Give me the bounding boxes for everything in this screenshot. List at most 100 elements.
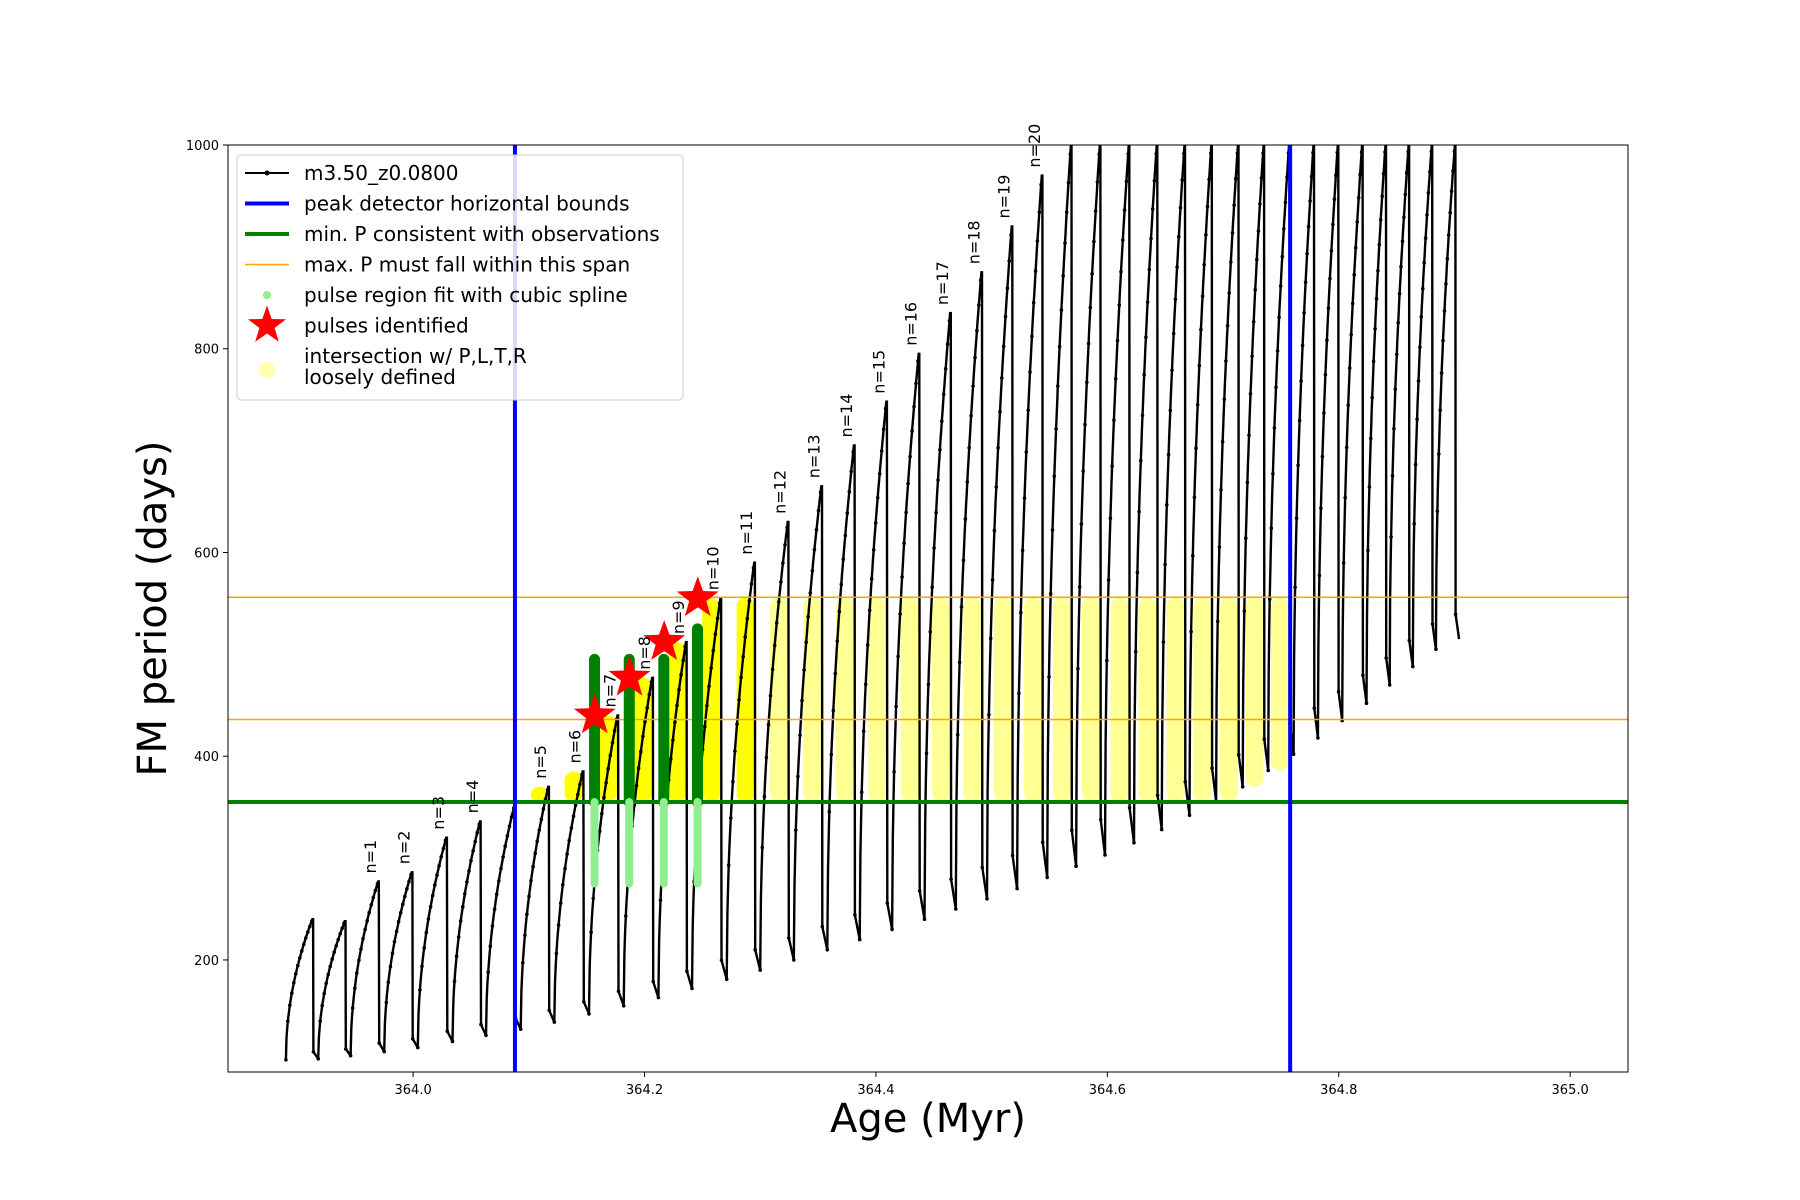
track-point bbox=[294, 971, 298, 976]
track-point bbox=[978, 278, 983, 283]
track-point bbox=[643, 719, 647, 724]
track-point bbox=[316, 1057, 321, 1061]
track-point bbox=[1155, 793, 1160, 798]
track-point bbox=[1092, 239, 1096, 244]
track-point bbox=[949, 877, 953, 881]
track-point bbox=[810, 569, 815, 573]
track-point bbox=[573, 803, 578, 807]
track-point bbox=[1422, 260, 1426, 265]
track-point bbox=[1180, 178, 1184, 182]
track-point bbox=[591, 896, 596, 901]
track-point bbox=[1142, 372, 1146, 377]
track-point bbox=[1127, 806, 1132, 810]
track-point bbox=[1098, 817, 1103, 822]
track-point bbox=[1336, 690, 1341, 694]
track-point bbox=[883, 406, 888, 411]
track-point bbox=[373, 888, 378, 893]
legend-label: m3.50_z0.0800 bbox=[304, 161, 459, 185]
track-point bbox=[861, 729, 866, 734]
track-point bbox=[715, 616, 720, 621]
track-point bbox=[869, 577, 874, 581]
track-point bbox=[792, 958, 796, 962]
track-point bbox=[843, 533, 848, 538]
y-axis-label: FM period (days) bbox=[130, 441, 176, 777]
intersection-region bbox=[1081, 597, 1100, 803]
track-point bbox=[1030, 334, 1034, 339]
track-point bbox=[1192, 495, 1197, 500]
intersection-region bbox=[736, 597, 755, 803]
track-point bbox=[1144, 335, 1148, 340]
track-point bbox=[1395, 352, 1399, 357]
track-point bbox=[1274, 385, 1278, 390]
track-point bbox=[1047, 675, 1051, 679]
track-point bbox=[816, 508, 821, 513]
track-point bbox=[463, 892, 467, 896]
track-point bbox=[892, 770, 896, 774]
intersection-region bbox=[769, 597, 788, 803]
track-point bbox=[578, 782, 582, 787]
track-point bbox=[454, 954, 459, 958]
track-point bbox=[1024, 450, 1029, 454]
track-point bbox=[388, 964, 393, 969]
track-point bbox=[1373, 327, 1377, 331]
track-pulse-5 bbox=[416, 836, 454, 1048]
track-point bbox=[1026, 408, 1030, 413]
track-point bbox=[1389, 535, 1393, 539]
track-point bbox=[401, 902, 405, 907]
track-point bbox=[435, 873, 439, 877]
track-point bbox=[781, 561, 785, 565]
track-point bbox=[624, 914, 628, 918]
pulse-label: n=10 bbox=[703, 546, 722, 590]
track-point bbox=[1380, 194, 1384, 198]
track-point bbox=[1191, 553, 1195, 558]
pulse-label: n=18 bbox=[964, 220, 983, 264]
track-point bbox=[450, 1039, 455, 1044]
track-point bbox=[1434, 647, 1438, 651]
pulse-label: n=20 bbox=[1025, 124, 1044, 168]
track-point bbox=[398, 911, 403, 915]
track-point bbox=[1271, 472, 1275, 476]
track-point bbox=[645, 706, 649, 710]
track-point bbox=[1297, 418, 1302, 423]
track-point bbox=[1095, 180, 1100, 184]
track-point bbox=[382, 1049, 387, 1054]
track-point bbox=[639, 749, 643, 754]
track-point bbox=[779, 580, 783, 584]
track-point bbox=[1421, 286, 1425, 291]
track-point bbox=[912, 404, 916, 409]
track-point bbox=[871, 548, 876, 552]
track-point bbox=[825, 948, 830, 952]
legend-box bbox=[236, 154, 684, 401]
track-pulse-6 bbox=[451, 820, 488, 1042]
track-point bbox=[745, 616, 750, 621]
track-point bbox=[410, 1037, 415, 1041]
track-point bbox=[796, 774, 800, 779]
track-point bbox=[1309, 174, 1314, 179]
track-point bbox=[673, 720, 677, 725]
track-point bbox=[1195, 403, 1200, 407]
track-point bbox=[1124, 179, 1129, 184]
track-point bbox=[1248, 392, 1253, 396]
track-point bbox=[849, 469, 853, 474]
track-point bbox=[774, 621, 779, 625]
axis-ticks: 364.0 364.2 364.4 364.6 364.8 365.0 200 400 600 8… bbox=[186, 139, 1589, 1098]
x-tick-label: 364.2 bbox=[626, 1083, 663, 1098]
track-point bbox=[1209, 151, 1213, 156]
track-point bbox=[649, 680, 654, 684]
intersection-region bbox=[702, 598, 721, 802]
track-point bbox=[1178, 206, 1183, 210]
track-point bbox=[1402, 215, 1406, 220]
track-point bbox=[1369, 436, 1373, 441]
track-point bbox=[1154, 152, 1158, 156]
intersection-region bbox=[668, 642, 686, 802]
track-point bbox=[961, 558, 966, 563]
track-point bbox=[1171, 331, 1176, 336]
track-point bbox=[1165, 503, 1169, 507]
track-point bbox=[1347, 366, 1352, 370]
track-point bbox=[1081, 469, 1085, 474]
pulse-labels: n=1 n=2 n=3 n=4 n=5 n=6 n=7 n=8 n=9 n=10 n=11 n=12 n… bbox=[361, 124, 1044, 874]
track-point bbox=[1137, 510, 1141, 514]
track-point bbox=[1423, 236, 1428, 240]
track-point bbox=[437, 864, 441, 868]
track-point bbox=[1400, 239, 1405, 244]
